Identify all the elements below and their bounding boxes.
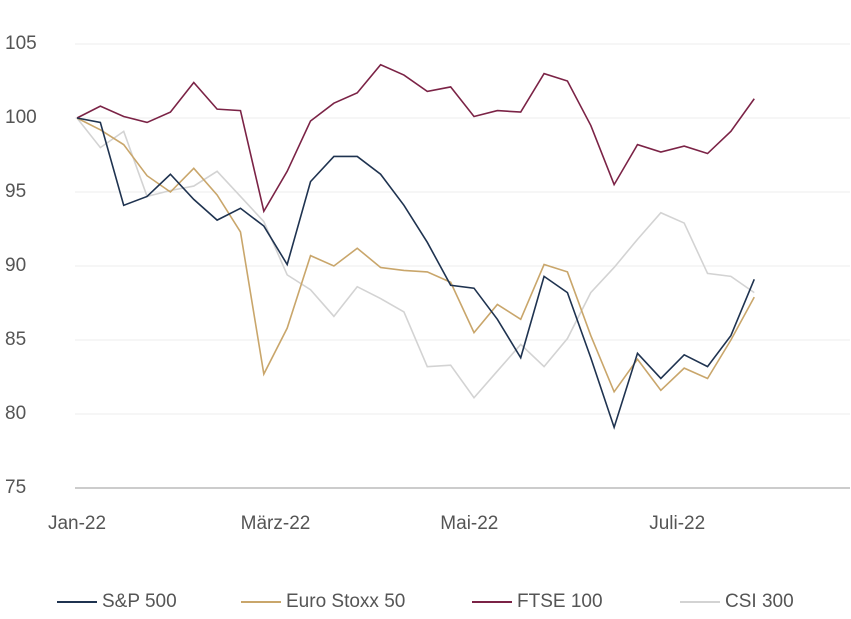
- series-line: [76, 117, 755, 430]
- x-tick-label: Juli-22: [649, 513, 705, 534]
- legend-label: CSI 300: [725, 591, 794, 612]
- legend-label: S&P 500: [102, 591, 177, 612]
- x-tick-label: März-22: [241, 513, 311, 534]
- series-line: [76, 117, 755, 400]
- y-tick-label: 80: [5, 403, 26, 424]
- y-tick-label: 85: [5, 329, 26, 350]
- legend-label: Euro Stoxx 50: [286, 591, 405, 612]
- series-line: [76, 117, 755, 394]
- series-line: [76, 63, 755, 214]
- y-tick-label: 105: [5, 33, 37, 54]
- y-tick-label: 100: [5, 107, 37, 128]
- y-tick-label: 90: [5, 255, 26, 276]
- legend-label: FTSE 100: [517, 591, 603, 612]
- x-tick-label: Jan-22: [48, 513, 106, 534]
- x-tick-label: Mai-22: [440, 513, 498, 534]
- y-tick-label: 95: [5, 181, 26, 202]
- y-tick-label: 75: [5, 477, 26, 498]
